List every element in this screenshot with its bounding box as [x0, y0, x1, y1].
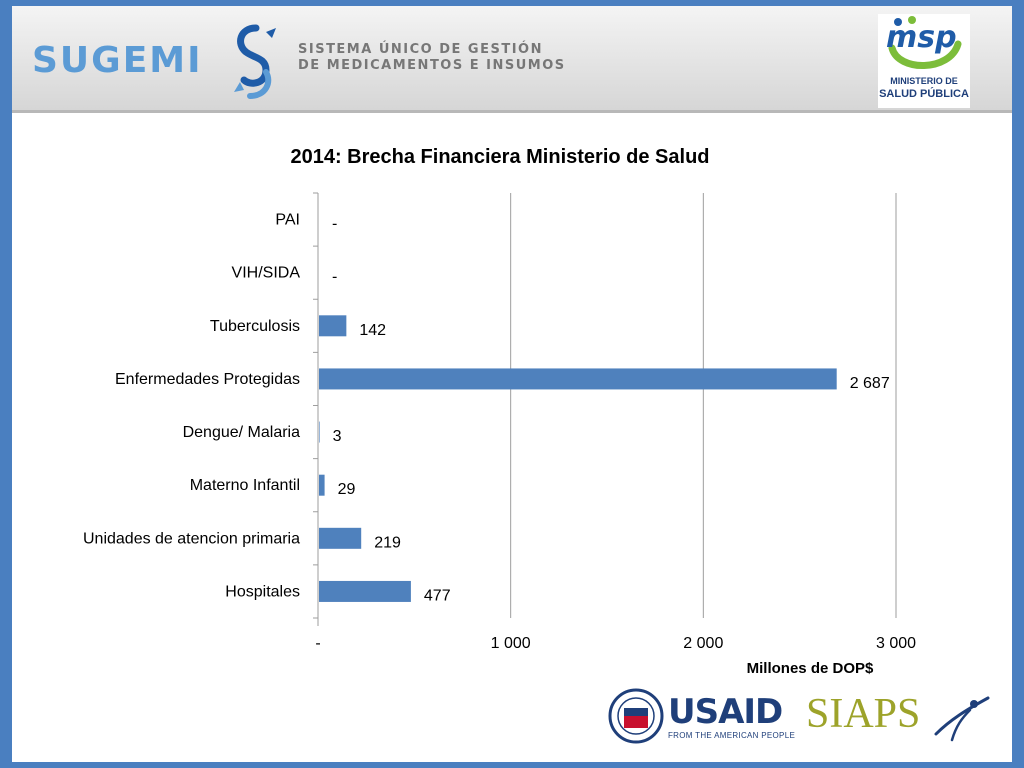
slide-header: SUGEMI SISTEMA ÚNICO DE GESTIÓN DE MEDIC… — [12, 6, 1012, 113]
bar — [319, 474, 325, 496]
x-axis-title: Millones de DOP$ — [746, 660, 874, 677]
category-label: Unidades de atencion primaria — [83, 530, 300, 547]
value-label: 3 — [333, 428, 342, 445]
sugemi-logo-text: SUGEMI — [32, 40, 203, 81]
value-label: 29 — [338, 481, 356, 498]
usaid-tagline: FROM THE AMERICAN PEOPLE — [668, 731, 796, 740]
bar — [319, 527, 362, 549]
category-label: Dengue/ Malaria — [183, 424, 301, 441]
usaid-logo-text: USAID — [668, 692, 783, 732]
value-label: 2 687 — [850, 375, 890, 392]
bar — [319, 580, 411, 602]
value-label: 477 — [424, 587, 451, 604]
msp-logo-line-2: SALUD PÚBLICA — [879, 88, 969, 100]
sugemi-subtitle: SISTEMA ÚNICO DE GESTIÓN DE MEDICAMENTOS… — [298, 42, 566, 74]
category-label: Enfermedades Protegidas — [115, 371, 300, 388]
msp-logo-letters: msp — [886, 20, 957, 55]
x-tick-label: 2 000 — [683, 635, 723, 652]
x-tick-label: 1 000 — [491, 635, 531, 652]
category-label: Materno Infantil — [190, 477, 300, 494]
bar — [319, 315, 347, 337]
value-label: - — [332, 216, 337, 233]
subtitle-line-1: SISTEMA ÚNICO DE GESTIÓN — [298, 42, 543, 57]
msp-logo-line-1: MINISTERIO DE — [890, 76, 958, 86]
slide: SUGEMI SISTEMA ÚNICO DE GESTIÓN DE MEDIC… — [12, 6, 1012, 762]
msp-logo: msp MINISTERIO DE SALUD PÚBLICA — [878, 14, 970, 108]
bar — [319, 421, 320, 443]
category-label: PAI — [275, 212, 300, 229]
category-label: Hospitales — [225, 583, 300, 600]
x-tick-label: - — [315, 635, 320, 652]
subtitle-line-2: DE MEDICAMENTOS E INSUMOS — [298, 58, 566, 73]
chart-title: 2014: Brecha Financiera Ministerio de Sa… — [290, 146, 710, 168]
value-label: 219 — [374, 534, 401, 551]
usaid-seal-icon — [608, 688, 664, 744]
msp-arc-icon — [888, 16, 962, 69]
siaps-figure-icon — [934, 696, 990, 742]
category-label: VIH/SIDA — [232, 265, 301, 282]
sugemi-logo-icon — [234, 24, 276, 99]
siaps-logo-text: SIAPS — [806, 691, 921, 737]
value-label: 142 — [359, 322, 386, 339]
x-tick-label: 3 000 — [876, 635, 916, 652]
value-label: - — [332, 269, 337, 286]
bar — [319, 368, 837, 390]
category-label: Tuberculosis — [210, 318, 300, 335]
